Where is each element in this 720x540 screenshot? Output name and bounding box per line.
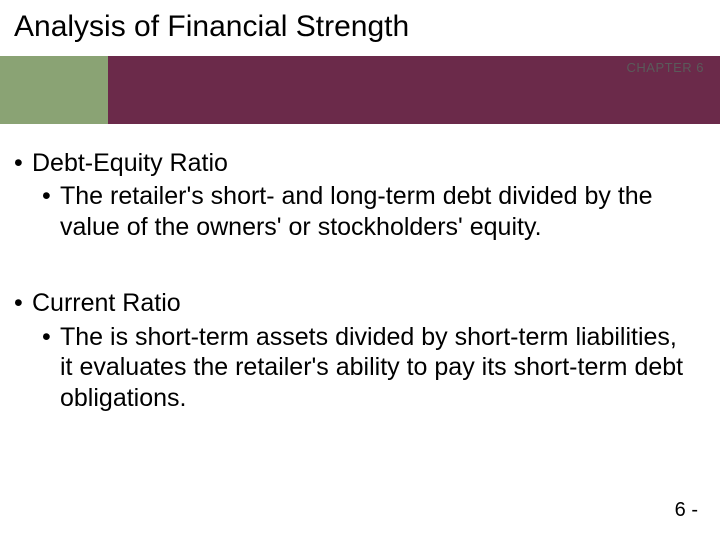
page-number: 6 -	[675, 499, 698, 522]
bullet-current-ratio-title: Current Ratio	[14, 288, 696, 319]
content-area: Debt-Equity Ratio The retailer's short- …	[14, 148, 696, 417]
bullet-current-ratio-desc: The is short-term assets divided by shor…	[14, 322, 696, 414]
slide-container: Analysis of Financial Strength CHAPTER 6…	[0, 0, 720, 540]
header-bar	[0, 56, 720, 124]
section-gap	[14, 246, 696, 288]
accent-block	[0, 56, 108, 124]
bullet-debt-equity-title: Debt-Equity Ratio	[14, 148, 696, 179]
slide-title: Analysis of Financial Strength	[14, 10, 409, 44]
bullet-debt-equity-desc: The retailer's short- and long-term debt…	[14, 181, 696, 242]
chapter-label: CHAPTER 6	[627, 60, 704, 75]
